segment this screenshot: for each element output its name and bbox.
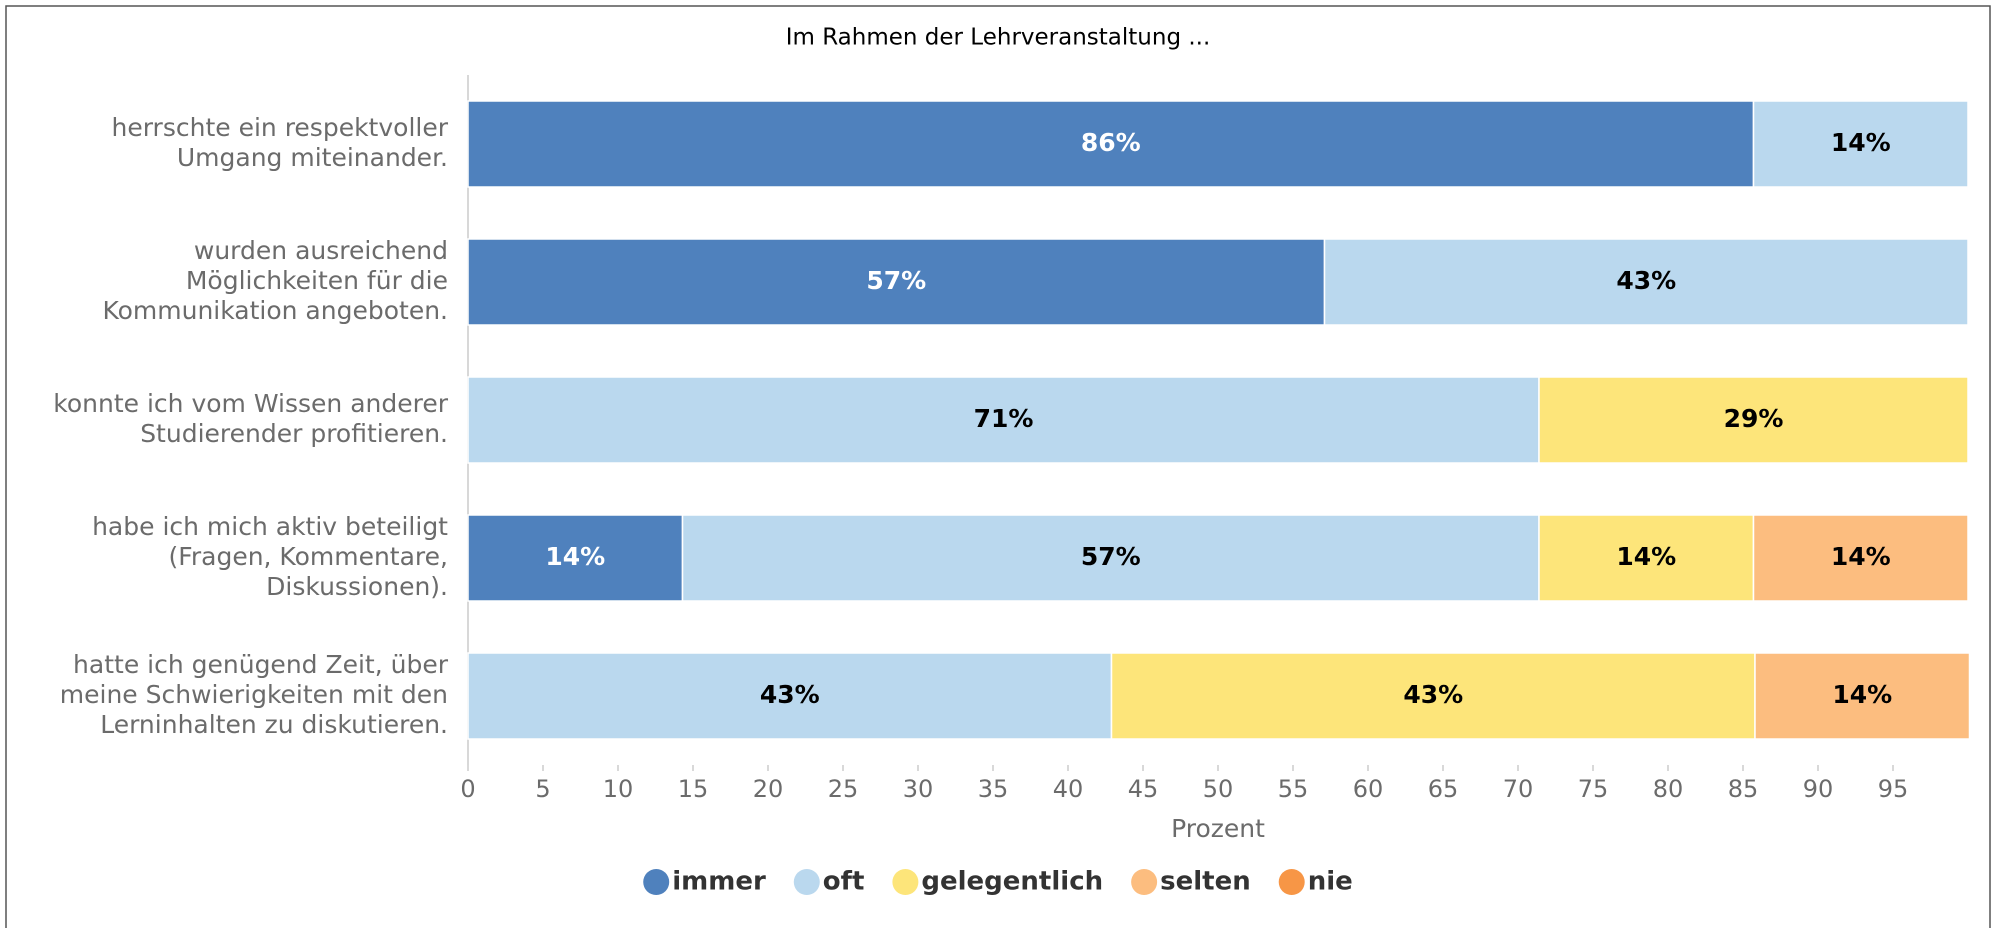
y-tick-label-line: Kommunikation angeboten. xyxy=(102,296,448,325)
y-tick-label-line: Möglichkeiten für die xyxy=(186,266,448,295)
y-tick-label: wurden ausreichend Möglichkeiten für die K… xyxy=(102,236,448,325)
x-tick-label: 25 xyxy=(828,775,859,803)
legend-marker xyxy=(892,869,919,895)
x-tick-label: 35 xyxy=(978,775,1009,803)
value-label: 86% xyxy=(1081,128,1141,157)
x-axis-label: Prozent xyxy=(1171,814,1265,843)
x-tick-label: 65 xyxy=(1428,775,1459,803)
bar-segment xyxy=(467,376,1540,464)
value-label: 57% xyxy=(1081,542,1141,571)
x-tick-label: 70 xyxy=(1503,775,1534,803)
legend-label: selten xyxy=(1160,867,1251,897)
y-tick-label-line: meine Schwierigkeiten mit den xyxy=(60,680,448,709)
legend-label: nie xyxy=(1308,867,1353,897)
x-tick-label: 0 xyxy=(460,775,475,803)
value-label: 14% xyxy=(1831,542,1891,571)
chart-title: Im Rahmen der Lehrveranstaltung ... xyxy=(786,25,1211,51)
value-label: 43% xyxy=(1616,266,1676,295)
legend-label: immer xyxy=(672,867,766,897)
value-label: 71% xyxy=(974,404,1034,433)
x-tick-label: 85 xyxy=(1728,775,1759,803)
value-label: 14% xyxy=(1616,542,1676,571)
legend-item: selten xyxy=(1131,867,1251,897)
legend-marker xyxy=(1278,869,1305,895)
y-tick-label: hatte ich genügend Zeit, über meine Schwi… xyxy=(60,650,449,739)
legend-marker xyxy=(1131,869,1158,895)
x-tick-label: 5 xyxy=(535,775,550,803)
x-tick-label: 80 xyxy=(1653,775,1684,803)
bar-segment xyxy=(467,100,1755,188)
frame xyxy=(5,5,1991,928)
bar-segment xyxy=(467,514,684,602)
y-tick-label: habe ich mich aktiv beteiligt (Fragen, Ko… xyxy=(92,512,448,601)
x-tick-label: 55 xyxy=(1278,775,1309,803)
y-tick-label-line: Diskussionen). xyxy=(266,572,448,601)
bar-segment xyxy=(1538,376,1969,464)
x-tick-label: 30 xyxy=(903,775,934,803)
legend-label: gelegentlich xyxy=(921,867,1103,897)
x-tick-label: 95 xyxy=(1878,775,1909,803)
bar-segment xyxy=(467,652,1113,740)
bar-segment xyxy=(1754,652,1971,740)
x-tick-label: 45 xyxy=(1128,775,1159,803)
legend-label: oft xyxy=(823,867,865,897)
bar-segment xyxy=(1752,100,1969,188)
legend-item: gelegentlich xyxy=(892,867,1103,897)
y-tick-label-line: habe ich mich aktiv beteiligt xyxy=(92,512,448,541)
value-label: 43% xyxy=(1403,680,1463,709)
x-tick-label: 40 xyxy=(1053,775,1084,803)
legend-item: oft xyxy=(793,867,865,897)
legend-marker xyxy=(793,869,820,895)
y-tick-label-line: Studierender profitieren. xyxy=(140,419,448,448)
y-tick-label-line: wurden ausreichend xyxy=(194,236,448,265)
x-tick-label: 15 xyxy=(678,775,709,803)
value-label: 29% xyxy=(1724,404,1784,433)
y-tick-label-line: (Fragen, Kommentare, xyxy=(169,542,448,571)
value-label: 43% xyxy=(760,680,820,709)
value-label: 14% xyxy=(545,542,605,571)
x-tick-label: 75 xyxy=(1578,775,1609,803)
legend-item: nie xyxy=(1278,867,1353,897)
x-tick-label: 10 xyxy=(603,775,634,803)
x-tick-label: 90 xyxy=(1803,775,1834,803)
bar-segment xyxy=(681,514,1540,602)
x-tick-label: 60 xyxy=(1353,775,1384,803)
y-tick-label: herrschte ein respektvoller Umgang mitein… xyxy=(111,113,448,172)
bar-segment xyxy=(1752,514,1969,602)
bar-segment xyxy=(1110,652,1756,740)
y-tick-label-line: Umgang miteinander. xyxy=(177,143,448,172)
y-tick-label-line: hatte ich genügend Zeit, über xyxy=(73,650,449,679)
x-tick-label: 20 xyxy=(753,775,784,803)
value-label: 14% xyxy=(1831,128,1891,157)
y-tick-label-line: Lerninhalten zu diskutieren. xyxy=(100,710,448,739)
value-label: 14% xyxy=(1832,680,1892,709)
y-tick-label-line: konnte ich vom Wissen anderer xyxy=(53,389,448,418)
y-tick-label: konnte ich vom Wissen anderer Studierende… xyxy=(53,389,448,448)
bar-segment xyxy=(1323,238,1969,326)
value-label: 57% xyxy=(866,266,926,295)
x-tick-label: 50 xyxy=(1203,775,1234,803)
y-tick-label-line: herrschte ein respektvoller xyxy=(111,113,448,142)
legend-item: immer xyxy=(643,867,766,897)
legend-marker xyxy=(643,869,670,895)
bar-segment xyxy=(467,238,1326,326)
